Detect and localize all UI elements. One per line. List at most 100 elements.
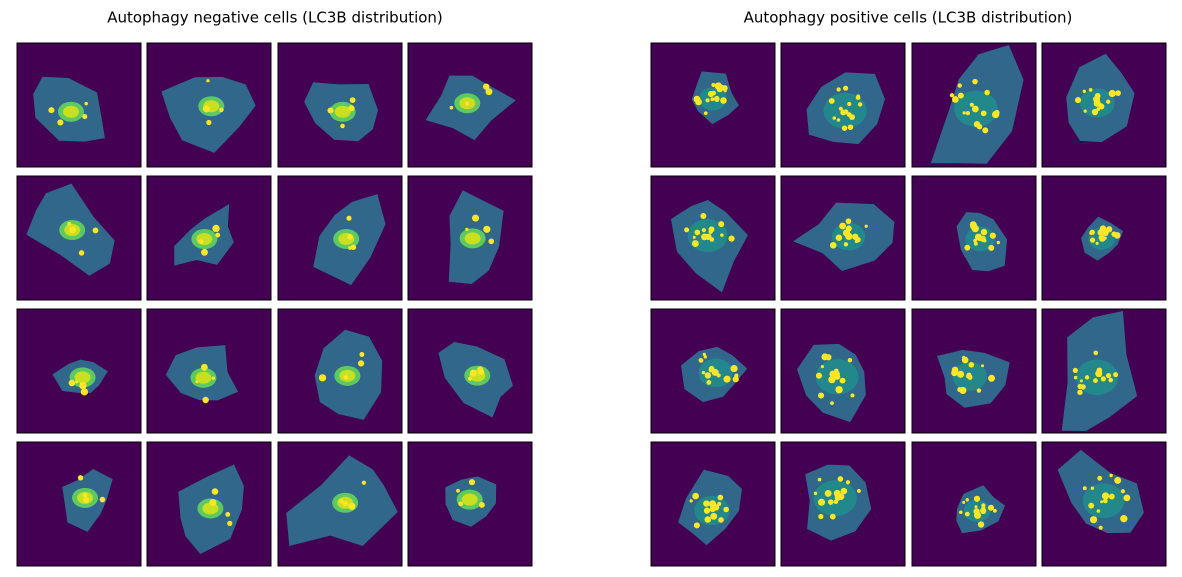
lc3b-spot [957, 83, 962, 88]
lc3b-spot [965, 498, 969, 502]
lc3b-spot [977, 521, 985, 528]
lc3b-spot [82, 492, 88, 498]
lc3b-spot [702, 352, 706, 356]
lc3b-spot [700, 213, 707, 220]
lc3b-spot [701, 370, 706, 375]
cell-image [1041, 308, 1167, 434]
cell-image [780, 42, 906, 168]
lc3b-spot [701, 228, 706, 233]
lc3b-spot [347, 233, 353, 240]
lc3b-spot [694, 229, 701, 236]
lc3b-spot [974, 509, 979, 514]
lc3b-spot [723, 506, 729, 513]
lc3b-spot [346, 215, 352, 221]
lc3b-spot [980, 110, 987, 117]
lc3b-spot [327, 107, 334, 114]
lc3b-spot [458, 501, 463, 507]
lc3b-spot [981, 503, 986, 508]
lc3b-spot [348, 105, 355, 112]
lc3b-spot [1083, 109, 1087, 113]
cell-image [780, 308, 906, 434]
nucleus-core [464, 232, 481, 245]
lc3b-spot [836, 118, 841, 122]
cell-image [407, 308, 533, 434]
lc3b-spot [1102, 498, 1108, 504]
lc3b-spot [1106, 99, 1111, 104]
lc3b-spot [485, 88, 493, 96]
panel-title: Autophagy negative cells (LC3B distribut… [107, 9, 443, 27]
lc3b-spot [465, 101, 470, 106]
lc3b-spot [708, 229, 713, 234]
lc3b-spot [973, 238, 977, 243]
lc3b-spot [835, 234, 843, 241]
cell-image [146, 308, 272, 434]
lc3b-spot [1096, 509, 1101, 513]
lc3b-spot [711, 83, 716, 88]
lc3b-spot [703, 500, 710, 507]
lc3b-spot [841, 125, 848, 131]
lc3b-spot [1088, 502, 1095, 509]
lc3b-spot [1084, 375, 1090, 380]
lc3b-spot [709, 237, 715, 242]
lc3b-spot [483, 225, 491, 233]
lc3b-spot [689, 499, 693, 503]
lc3b-spot [1080, 384, 1086, 390]
lc3b-spot [1108, 493, 1115, 500]
lc3b-spot [343, 375, 349, 380]
lc3b-spot [1108, 377, 1114, 383]
lc3b-spot [684, 227, 690, 233]
cell-image [277, 441, 403, 567]
lc3b-spot [698, 358, 703, 362]
lc3b-spot [834, 373, 841, 380]
lc3b-spot [1100, 376, 1106, 382]
cell-image [911, 42, 1037, 168]
lc3b-spot [728, 235, 735, 242]
lc3b-spot [992, 508, 997, 513]
lc3b-spot [847, 101, 852, 107]
lc3b-spot [828, 376, 836, 384]
lc3b-spot [949, 93, 955, 98]
lc3b-spot [827, 499, 834, 505]
lc3b-spot [820, 365, 824, 369]
lc3b-spot [973, 511, 982, 519]
cell-image [650, 441, 776, 567]
nucleus-core [195, 371, 212, 384]
lc3b-spot [339, 499, 344, 504]
lc3b-spot [1097, 475, 1103, 481]
lc3b-spot [982, 127, 989, 134]
lc3b-spot [710, 97, 715, 102]
lc3b-spot [720, 233, 724, 237]
lc3b-spot [349, 97, 356, 104]
lc3b-spot [705, 98, 710, 103]
lc3b-spot [721, 85, 728, 92]
lc3b-spot [951, 96, 959, 103]
lc3b-spot [845, 480, 851, 485]
lc3b-spot [817, 498, 826, 506]
lc3b-spot [718, 495, 722, 499]
lc3b-spot [962, 111, 966, 115]
lc3b-spot [469, 369, 477, 377]
lc3b-spot [692, 492, 699, 500]
lc3b-spot [1091, 108, 1099, 116]
lc3b-spot [77, 475, 84, 481]
lc3b-spot [1093, 95, 1100, 103]
lc3b-spot [843, 242, 849, 247]
lc3b-spot [980, 228, 988, 236]
lc3b-spot [709, 506, 716, 513]
lc3b-spot [78, 250, 85, 256]
cell-image [16, 42, 142, 168]
panel-title: Autophagy positive cells (LC3B distribut… [744, 9, 1073, 27]
cell-image [16, 308, 142, 434]
lc3b-spot [976, 123, 983, 130]
lc3b-spot [1073, 375, 1078, 380]
lc3b-spot [730, 364, 738, 373]
cell-image [146, 42, 272, 168]
lc3b-spot [1105, 372, 1112, 379]
lc3b-spot [1108, 89, 1116, 98]
lc3b-spot [348, 502, 356, 510]
lc3b-spot [1082, 486, 1087, 491]
lc3b-spot [818, 392, 825, 399]
lc3b-spot [830, 401, 834, 405]
